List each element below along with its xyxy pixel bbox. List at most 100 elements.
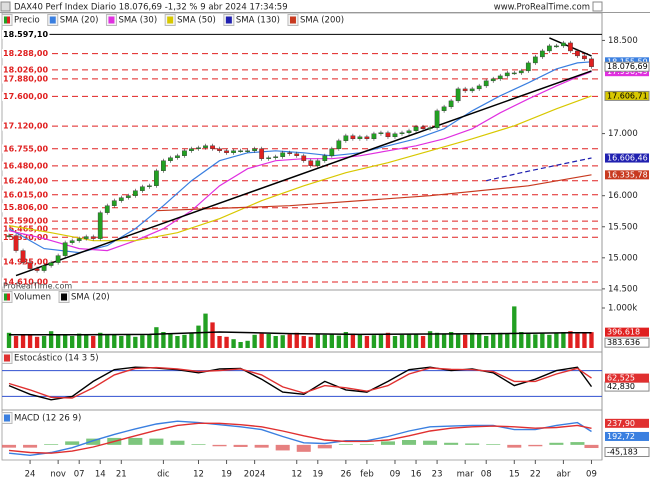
volume-bar	[512, 306, 517, 348]
histogram-bar	[402, 440, 417, 445]
level-label-bg	[2, 257, 50, 267]
histogram-bar	[528, 444, 543, 447]
level-label-bg	[2, 176, 50, 186]
histogram-bar	[338, 444, 353, 445]
volume-bar	[392, 336, 398, 348]
value-tag: 17.606,71	[607, 91, 648, 100]
volume-bar	[112, 334, 117, 348]
menu-icon[interactable]	[0, 1, 11, 12]
volume-bar	[231, 339, 236, 348]
volume-bar	[477, 334, 482, 348]
volume-bar	[462, 334, 468, 348]
candle	[392, 133, 398, 138]
value-tag-bg	[604, 61, 650, 72]
legend-swatch	[49, 16, 56, 24]
histogram-bar	[584, 444, 599, 449]
level-label-bg	[2, 190, 50, 200]
window-button[interactable]	[592, 1, 603, 12]
volume-bar	[203, 313, 208, 348]
level-label: 15.330,00	[3, 233, 48, 242]
candle	[511, 72, 517, 75]
volume-bar	[357, 334, 363, 348]
volume-bar	[98, 332, 103, 348]
x-tick-label: mar	[457, 470, 474, 480]
candle	[266, 157, 272, 159]
value-tag: 16.335,78	[607, 170, 648, 179]
watermark: ProRealTime.com	[3, 282, 72, 291]
x-tick-label: 14	[95, 470, 106, 480]
volume-bar	[540, 333, 545, 348]
candle	[13, 235, 19, 251]
oscillator-line	[8, 366, 592, 399]
volume-bar	[27, 334, 33, 348]
candle	[168, 157, 173, 161]
candle	[224, 150, 229, 153]
histogram-bar	[465, 443, 480, 445]
candle	[27, 262, 33, 269]
candle	[413, 126, 419, 131]
y-tick-label: 17.000	[608, 129, 638, 139]
level-label: 16.480,00	[3, 161, 48, 170]
candle	[210, 145, 215, 149]
candle	[329, 148, 335, 156]
level-label: 16.240,00	[3, 176, 48, 185]
level-label: 14.935,00	[3, 257, 48, 266]
source: www.ProRealTime.com	[494, 3, 590, 13]
value-tag-bg	[605, 373, 649, 383]
x-tick-label: 12	[193, 470, 204, 480]
legend-label: Estocástico (14 3 5)	[14, 354, 99, 364]
legend-swatch	[4, 354, 10, 362]
volume-bar	[378, 334, 384, 348]
candle	[385, 132, 391, 138]
candle	[378, 132, 384, 134]
volume-bar	[133, 336, 138, 348]
sma-line	[8, 95, 592, 242]
candle	[448, 100, 454, 108]
volume-bar	[259, 333, 264, 348]
candle	[406, 130, 412, 133]
histogram-bar	[149, 438, 164, 445]
level-label: 18.597,10	[3, 30, 48, 39]
legend-label: MACD (12 26 9)	[14, 414, 81, 424]
x-tick-label: abr	[556, 470, 571, 480]
candle	[546, 45, 552, 52]
level-label-bg	[2, 65, 50, 75]
candle	[476, 85, 482, 90]
volume-bar	[126, 334, 131, 348]
x-tick-label: 12	[291, 470, 302, 480]
volume-bar	[343, 332, 349, 348]
candle	[554, 45, 559, 48]
sma-line	[156, 174, 592, 212]
legend-swatch	[7, 293, 10, 301]
candle	[336, 140, 342, 149]
volume-bar	[568, 331, 573, 348]
histogram-bar	[486, 444, 501, 445]
volume-bar	[287, 334, 292, 348]
level-label-bg	[2, 203, 50, 213]
candle	[561, 42, 566, 47]
candle	[20, 250, 26, 263]
y-tick-label: 15.000	[608, 253, 638, 263]
volume-bar	[168, 334, 173, 348]
x-tick-label: 23	[432, 470, 443, 480]
x-tick-label: nov	[50, 470, 66, 480]
legend-label: SMA (20)	[71, 293, 110, 303]
candle	[203, 145, 208, 148]
volume-bar	[147, 334, 152, 348]
histogram-bar	[233, 444, 248, 447]
candle	[97, 212, 103, 239]
candle	[469, 88, 475, 92]
candle	[231, 150, 236, 153]
volume-bar	[526, 332, 531, 348]
candle	[196, 147, 201, 149]
candle	[539, 50, 545, 58]
volume-bar	[189, 332, 194, 348]
volume-bar	[484, 336, 489, 348]
histogram-bar	[570, 442, 585, 445]
volume-bar	[20, 335, 26, 348]
volume-bar	[55, 334, 61, 348]
candle	[504, 72, 510, 77]
volume-bar	[224, 336, 229, 348]
level-label: 18.026,00	[3, 65, 48, 74]
histogram-bar	[86, 438, 101, 445]
